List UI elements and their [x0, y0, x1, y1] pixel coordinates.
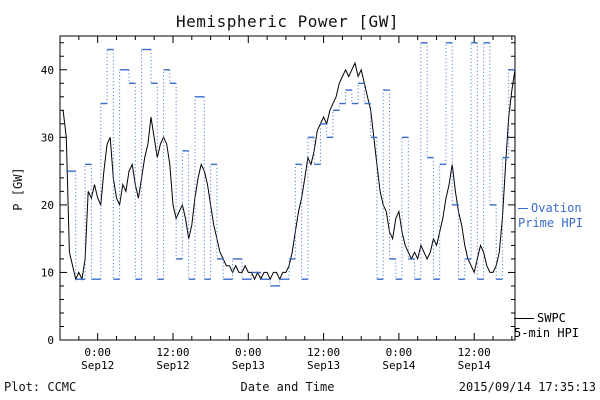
svg-text:Sep12: Sep12 — [81, 359, 114, 372]
svg-text:12:00: 12:00 — [156, 346, 189, 359]
svg-text:Sep13: Sep13 — [307, 359, 340, 372]
legend-swpc-label2: 5-min HPI — [514, 326, 580, 340]
svg-text:0:00: 0:00 — [386, 346, 413, 359]
plot-timestamp: 2015/09/14 17:35:13 — [458, 380, 596, 394]
legend-ovation: Ovation Prime HPI — [518, 201, 583, 231]
legend-swpc: SWPC 5-min HPI — [514, 311, 579, 341]
legend-ovation-label2: Prime HPI — [518, 216, 584, 230]
legend-swpc-label1: SWPC — [537, 311, 566, 325]
svg-text:0:00: 0:00 — [235, 346, 262, 359]
svg-text:12:00: 12:00 — [307, 346, 340, 359]
svg-text:0:00: 0:00 — [84, 346, 111, 359]
svg-text:Sep13: Sep13 — [232, 359, 265, 372]
svg-text:0: 0 — [47, 334, 54, 347]
svg-text:Sep14: Sep14 — [382, 359, 415, 372]
x-axis-label: Date and Time — [240, 380, 335, 394]
svg-text:10: 10 — [41, 266, 54, 279]
swpc-line-sample-icon — [514, 318, 534, 319]
chart-title: Hemispheric Power [GW] — [176, 12, 399, 31]
svg-text:40: 40 — [41, 64, 54, 77]
legend-ovation-row1: Ovation — [518, 201, 583, 216]
svg-text:12:00: 12:00 — [458, 346, 491, 359]
legend-ovation-label1: Ovation — [531, 201, 582, 215]
svg-text:Sep14: Sep14 — [458, 359, 491, 372]
ovation-line-sample-icon — [518, 208, 528, 209]
svg-text:20: 20 — [41, 199, 54, 212]
legend-swpc-row1: SWPC — [514, 311, 579, 326]
svg-text:Sep12: Sep12 — [156, 359, 189, 372]
y-axis-label: P [GW] — [11, 167, 25, 211]
plot-credit: Plot: CCMC — [4, 380, 77, 394]
svg-text:30: 30 — [41, 131, 54, 144]
